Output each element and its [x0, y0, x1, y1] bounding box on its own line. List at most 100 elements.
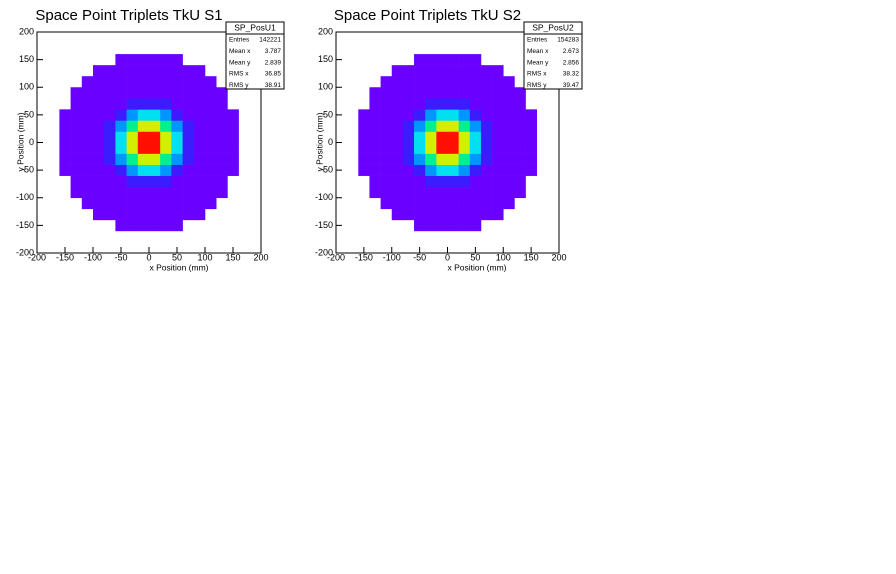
bin [115, 131, 127, 143]
bin [70, 87, 83, 99]
stats-name: Entries [527, 37, 548, 44]
bin [458, 186, 471, 199]
bin [171, 208, 183, 221]
bin [480, 87, 493, 99]
bin [480, 186, 493, 199]
y-tick-label: 150 [318, 54, 333, 64]
bin [70, 142, 83, 154]
bin [137, 208, 150, 221]
bin [447, 186, 459, 199]
y-tick-label: -50 [320, 165, 333, 175]
bin [137, 98, 150, 110]
bin [216, 142, 228, 154]
bin [436, 65, 448, 77]
bin [93, 98, 105, 110]
bin [171, 131, 183, 143]
bin [205, 175, 217, 187]
bin [104, 175, 116, 187]
stats-name: RMS x [527, 71, 547, 78]
bin [436, 219, 448, 232]
stats-name: Mean x [229, 48, 251, 55]
bin [160, 175, 172, 187]
stats-title: SP_PosU1 [234, 22, 276, 32]
bin [514, 153, 526, 165]
bin [216, 109, 228, 121]
bin [469, 54, 482, 66]
stats-name: RMS x [229, 71, 249, 78]
bin [227, 131, 239, 143]
bin [425, 65, 437, 77]
bin [425, 164, 437, 176]
bin [70, 131, 83, 143]
bin [182, 197, 195, 210]
y-tick-label: -50 [21, 165, 34, 175]
bin [380, 109, 393, 121]
y-tick-label: -200 [315, 247, 333, 257]
bin [480, 175, 493, 187]
stats-value: 2.839 [265, 59, 282, 66]
bin [525, 153, 537, 165]
bin [149, 175, 161, 187]
y-tick-label: -200 [16, 247, 34, 257]
bin [160, 109, 172, 121]
bin [402, 197, 415, 210]
bin [480, 131, 493, 143]
x-tick-label: -100 [383, 252, 401, 262]
bin [160, 76, 172, 88]
bin [414, 65, 426, 77]
bin [391, 142, 404, 154]
bin [514, 164, 526, 176]
bin [380, 197, 393, 210]
bin [149, 164, 161, 176]
bin [458, 120, 471, 132]
bin [514, 87, 526, 99]
bin [115, 153, 127, 165]
bin [469, 153, 482, 165]
bin [503, 131, 515, 143]
bin [447, 87, 459, 99]
bin [391, 98, 404, 110]
bin [391, 76, 404, 88]
stats-value: 39.47 [563, 82, 580, 89]
bin [137, 76, 150, 88]
bin [93, 65, 105, 77]
bin [369, 153, 381, 165]
bin [171, 54, 183, 66]
bin [160, 153, 172, 165]
bin [104, 197, 116, 210]
bin [115, 186, 127, 199]
bin [380, 175, 393, 187]
bin [469, 120, 482, 132]
bin [149, 87, 161, 99]
bin [380, 186, 393, 199]
bin [182, 142, 195, 154]
bin [137, 197, 150, 210]
bin [126, 54, 139, 66]
bin [480, 98, 493, 110]
x-axis-label: x Position (mm) [149, 262, 208, 272]
bin [171, 76, 183, 88]
bin [414, 87, 426, 99]
bin [137, 131, 150, 143]
bin [369, 142, 381, 154]
x-tick-label: 0 [146, 252, 151, 262]
stats-value: 142221 [259, 37, 281, 44]
bin [458, 219, 471, 232]
bin [458, 164, 471, 176]
bin [160, 186, 172, 199]
title: Space Point Triplets TkU S2 [334, 7, 521, 24]
bin [193, 98, 206, 110]
bin [436, 54, 448, 66]
bin [216, 87, 228, 99]
bin [160, 164, 172, 176]
bin [492, 76, 504, 88]
bin [126, 65, 139, 77]
bin [402, 109, 415, 121]
y-tick-label: 50 [323, 109, 333, 119]
bin [193, 153, 206, 165]
bin [514, 186, 526, 199]
bin [436, 98, 448, 110]
stats-value: 3.787 [265, 48, 282, 55]
bin [149, 153, 161, 165]
bin [425, 153, 437, 165]
